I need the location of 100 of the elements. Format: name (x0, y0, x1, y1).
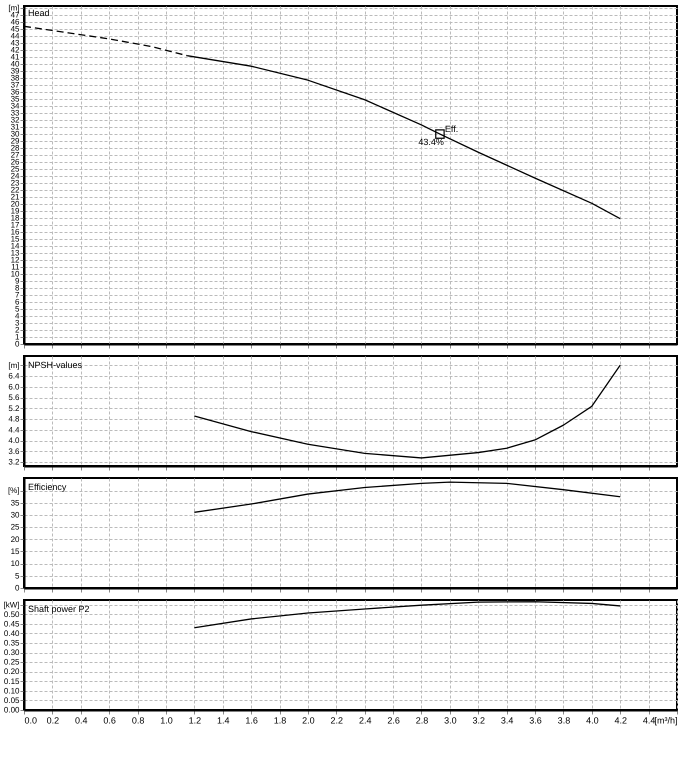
x-tick-label: 2.2 (330, 716, 344, 726)
y-tick-label: 32 (10, 116, 20, 125)
y-tick-label: 5.6 (8, 393, 20, 402)
chart-title: Head (28, 8, 50, 18)
annotation: 43.4% (418, 137, 444, 148)
y-tick-label: 8 (15, 284, 20, 293)
y-tick-label: [m] (8, 4, 20, 13)
y-tick-label: 3.6 (8, 446, 20, 456)
x-tick-label: 1.4 (216, 716, 230, 726)
x-tick-label: 4.2 (614, 716, 627, 726)
y-tick-label: 11 (11, 262, 20, 272)
y-tick-label: 15 (10, 546, 20, 556)
y-tick-label: 1 (15, 332, 20, 342)
x-tick-label: 1.6 (245, 716, 258, 726)
y-tick-label: 14 (10, 242, 20, 251)
y-tick-label: 29 (10, 136, 20, 146)
x-tick-label: 2.0 (302, 716, 315, 726)
y-tick-label: [kW] (4, 600, 20, 610)
x-tick-label: 2.4 (358, 716, 372, 726)
y-tick-label: 30 (10, 130, 20, 139)
x-tick-label: 4.0 (586, 716, 599, 726)
x-tick-label: [m³/h] (654, 716, 678, 726)
y-tick-label: 44 (10, 32, 20, 41)
y-tick-label: 33 (10, 108, 20, 118)
x-tick-label: 0.6 (103, 716, 116, 726)
y-tick-label: 26 (10, 158, 20, 167)
y-tick-label: 15 (10, 234, 20, 244)
y-tick-label: 0.20 (4, 667, 20, 676)
y-tick-label: 37 (10, 80, 20, 90)
y-tick-label: 30 (10, 510, 20, 520)
y-tick-label: 4.8 (8, 414, 20, 424)
y-tick-label: 5.2 (8, 404, 20, 413)
y-tick-label: 25 (10, 522, 20, 532)
y-tick-label: 0.00 (4, 706, 20, 714)
y-tick-label: 5 (15, 304, 20, 314)
y-tick-label: 20 (10, 200, 20, 209)
y-tick-label: 5 (15, 571, 20, 580)
y-tick-label: 21 (10, 192, 20, 202)
x-tick-label: 1.0 (160, 716, 173, 726)
chart-title: Shaft power P2 (28, 604, 90, 614)
y-tick-label: 0.40 (4, 628, 20, 638)
x-tick-label: 3.2 (472, 716, 486, 726)
y-tick-label: 39 (10, 66, 20, 76)
y-tick-label: 42 (10, 46, 20, 55)
y-tick-label: 7 (15, 290, 20, 300)
line-series (194, 481, 621, 513)
y-tick-label: 41 (10, 52, 20, 62)
x-tick-label: 0.0 (24, 716, 38, 726)
y-tick-label: 13 (10, 248, 20, 258)
y-tick-label: 0 (15, 584, 20, 592)
y-tick-label: 38 (10, 74, 20, 83)
y-tick-label: 9 (15, 276, 20, 286)
y-tick-label: 35 (10, 498, 20, 508)
y-tick-label: 4.0 (8, 436, 20, 446)
y-tick-label: 10 (10, 270, 20, 279)
y-tick-label: 0.35 (4, 638, 20, 648)
x-tick-label: 0.4 (75, 716, 88, 726)
x-tick-label: 3.6 (529, 716, 542, 726)
y-tick-label: 22 (10, 186, 20, 195)
y-tick-label: 0.45 (4, 619, 20, 628)
y-tick-label: 43 (10, 38, 20, 48)
y-tick-label: 46 (10, 18, 20, 27)
y-tick-label: 6 (15, 298, 20, 307)
x-tick-label: 4.4 (642, 716, 656, 726)
y-tick-label: 10 (10, 559, 20, 568)
x-tick-label: 2.8 (416, 716, 428, 726)
chart-title: Efficiency (28, 482, 67, 492)
y-tick-label: 24 (10, 172, 20, 181)
y-tick-label: [m] (8, 360, 20, 370)
y-tick-label: 0.25 (4, 658, 20, 667)
x-tick-label: 0.8 (132, 716, 144, 726)
x-tick-label: 1.2 (188, 716, 202, 726)
y-tick-label: 2 (15, 326, 20, 335)
y-tick-label: 20 (10, 534, 20, 544)
y-tick-label: 40 (10, 60, 20, 69)
x-tick-label: 3.4 (500, 716, 514, 726)
y-tick-label: 17 (10, 220, 20, 230)
chart-title: NPSH-values (28, 360, 83, 370)
line-series (194, 364, 621, 459)
y-tick-label: 35 (10, 94, 20, 104)
y-tick-label: 4.4 (8, 425, 20, 434)
x-tick-label: 0.2 (46, 716, 60, 726)
y-tick-label: [%] (8, 486, 20, 496)
y-tick-label: 16 (10, 228, 20, 237)
x-tick-label: 3.8 (558, 716, 570, 726)
y-tick-label: 0.05 (4, 696, 20, 705)
x-tick-label: 3.0 (444, 716, 457, 726)
y-tick-label: 23 (10, 178, 20, 188)
x-tick-label: 2.6 (387, 716, 400, 726)
y-tick-label: 0.15 (4, 676, 20, 686)
y-tick-label: 0 (15, 340, 20, 348)
x-tick-label: 1.8 (274, 716, 286, 726)
y-tick-label: 19 (10, 206, 20, 216)
y-tick-label: 6.4 (8, 372, 20, 381)
y-tick-label: 45 (10, 24, 20, 34)
y-tick-label: 0.30 (4, 648, 20, 658)
y-tick-label: 12 (10, 256, 20, 265)
y-tick-label: 0.50 (4, 610, 20, 619)
y-tick-label: 28 (10, 144, 20, 153)
y-tick-label: 6.0 (8, 382, 20, 392)
